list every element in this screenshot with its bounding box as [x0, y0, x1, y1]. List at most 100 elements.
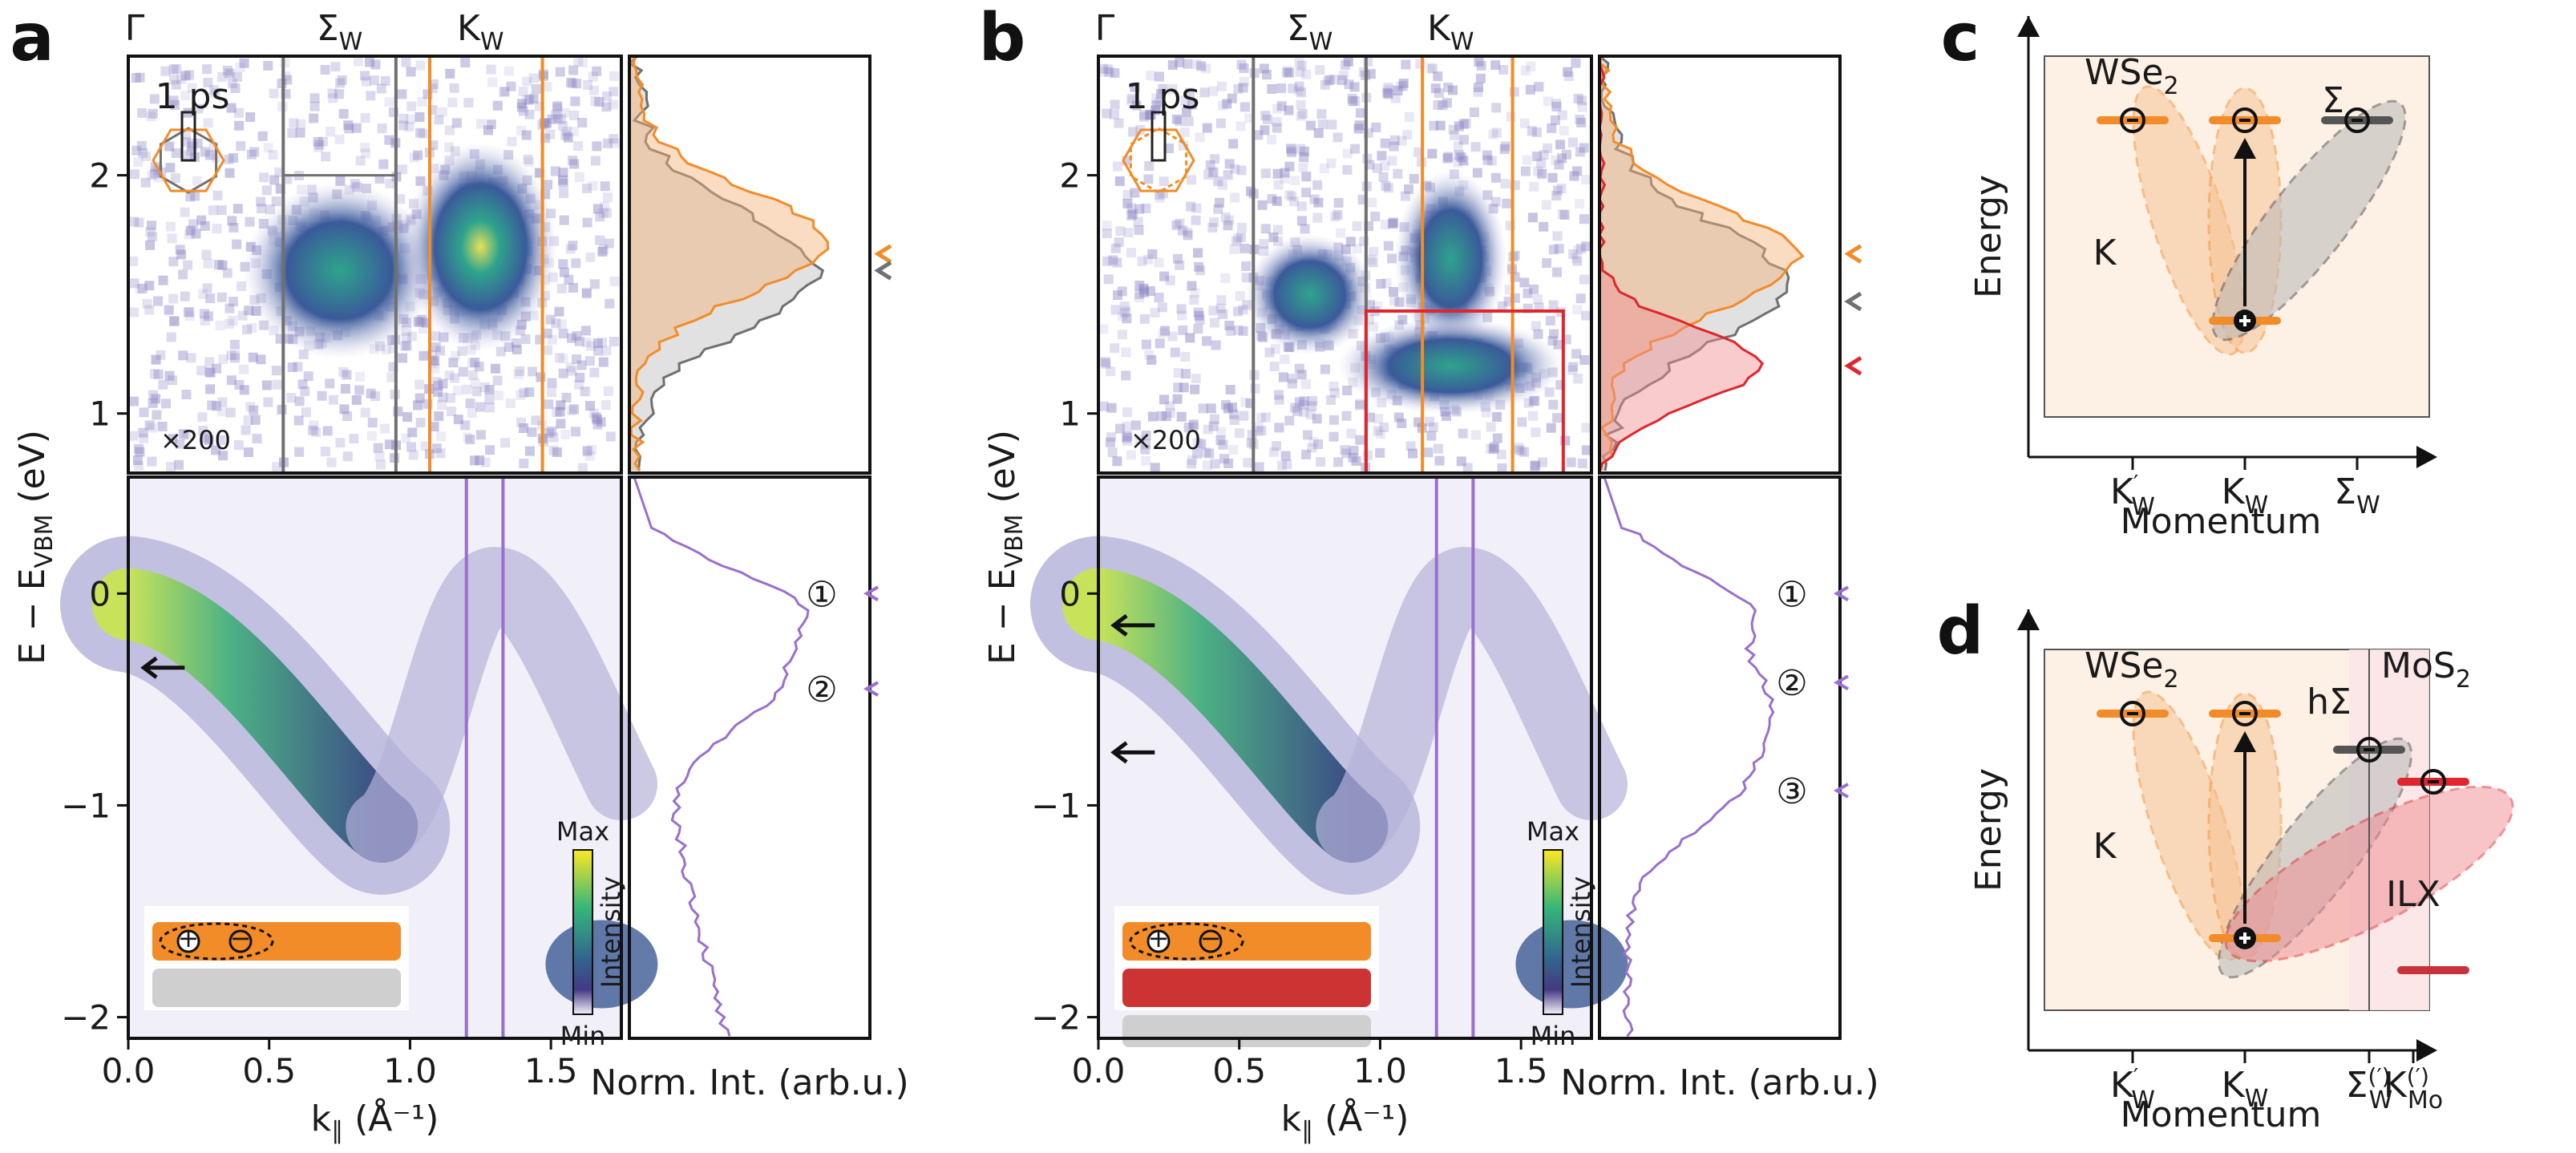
noise-pixel [208, 205, 218, 216]
noise-pixel [349, 434, 359, 444]
noise-pixel [1373, 426, 1383, 436]
noise-pixel [399, 341, 410, 351]
gamma-marker-a: Γ [125, 8, 145, 49]
noise-pixel [1539, 150, 1549, 160]
noise-pixel [1395, 82, 1405, 92]
y-tick-label: −1 [1031, 786, 1081, 825]
noise-pixel [499, 87, 509, 97]
noise-pixel [1188, 419, 1199, 430]
noise-pixel [1294, 397, 1304, 407]
noise-pixel [1576, 117, 1587, 127]
noise-pixel [228, 316, 238, 326]
noise-pixel [342, 411, 353, 421]
noise-pixel [1207, 222, 1218, 233]
colorbar-b [1543, 849, 1563, 1015]
noise-pixel [1159, 394, 1169, 405]
noise-pixel [360, 71, 370, 81]
noise-pixel [257, 204, 267, 214]
noise-pixel [1215, 118, 1226, 128]
noise-pixel [547, 378, 557, 388]
noise-pixel [1284, 105, 1294, 115]
noise-pixel [1237, 222, 1247, 233]
noise-pixel [436, 431, 447, 442]
noise-pixel [1141, 439, 1151, 450]
noise-pixel [1369, 322, 1379, 332]
momentum-tick-label-sub: W [2131, 1086, 2155, 1115]
wse2-label-d-sub: 2 [2164, 666, 2179, 694]
noise-pixel [1571, 58, 1581, 68]
noise-pixel [186, 146, 196, 156]
noise-pixel [475, 430, 486, 440]
noise-pixel [401, 57, 411, 67]
noise-pixel [1202, 123, 1212, 133]
noise-pixel [224, 154, 234, 164]
bottom-map-a: + − [60, 477, 658, 1038]
noise-pixel [506, 81, 516, 91]
noise-pixel [581, 289, 592, 299]
noise-pixel [1200, 63, 1211, 74]
wse2-label-d: WSe2 [2085, 645, 2179, 694]
noise-pixel [408, 450, 419, 460]
edc-peak-marker [874, 261, 892, 281]
noise-pixel [1282, 459, 1292, 469]
noise-pixel [384, 135, 394, 145]
x-axis-label-part: (Å⁻¹) [1313, 1097, 1409, 1139]
noise-pixel [1218, 309, 1228, 319]
noise-pixel [1571, 253, 1581, 264]
noise-pixel [367, 418, 378, 428]
noise-pixel [430, 363, 440, 374]
noise-pixel [1267, 135, 1276, 145]
noise-pixel [415, 393, 425, 403]
noise-pixel [1530, 461, 1540, 471]
momentum-tick-label-main: K [2110, 1065, 2134, 1106]
mos2-label-main: MoS [2381, 645, 2456, 686]
noise-pixel [1297, 109, 1308, 119]
noise-pixel [196, 215, 207, 225]
noise-pixel [1157, 302, 1167, 313]
noise-pixel [241, 425, 251, 435]
noise-pixel [1542, 200, 1551, 210]
noise-pixel [1110, 343, 1120, 354]
noise-pixel [484, 394, 495, 405]
noise-pixel [373, 443, 383, 453]
energy-axis-head [2017, 609, 2040, 630]
noise-pixel [1404, 111, 1414, 122]
y-tick-label: 2 [1059, 156, 1081, 196]
noise-pixel [1575, 243, 1586, 253]
noise-pixel [1173, 368, 1183, 378]
noise-pixel [213, 260, 224, 270]
momentum-axis-label: Momentum [2121, 501, 2322, 542]
noise-pixel [136, 140, 147, 151]
noise-pixel [1329, 388, 1340, 398]
noise-pixel [1397, 419, 1407, 428]
noise-pixel [1296, 370, 1307, 380]
edc-top-a [627, 55, 830, 471]
noise-pixel [1098, 401, 1109, 411]
noise-pixel [1579, 143, 1589, 153]
noise-pixel [1448, 124, 1458, 135]
noise-pixel [444, 142, 455, 152]
noise-pixel [1370, 212, 1381, 221]
noise-pixel [308, 425, 318, 435]
noise-pixel [459, 420, 470, 431]
noise-pixel [572, 79, 582, 89]
gamma-marker-b: Γ [1095, 8, 1115, 49]
noise-pixel [230, 350, 241, 360]
noise-pixel [133, 157, 144, 168]
noise-pixel [1253, 422, 1264, 432]
electron-k [2232, 701, 2258, 726]
noise-pixel [1210, 318, 1219, 328]
noise-pixel [1527, 126, 1537, 136]
noise-pixel [1470, 430, 1481, 440]
noise-pixel [379, 423, 390, 434]
noise-pixel [380, 75, 390, 86]
noise-pixel [1127, 208, 1138, 219]
noise-pixel [1260, 224, 1271, 234]
noise-pixel [1102, 64, 1113, 75]
noise-pixel [237, 310, 248, 321]
noise-pixel [1122, 314, 1132, 324]
noise-pixel [1126, 450, 1136, 460]
noise-pixel [147, 170, 157, 180]
noise-pixel [460, 58, 471, 68]
noise-pixel [1191, 374, 1201, 383]
